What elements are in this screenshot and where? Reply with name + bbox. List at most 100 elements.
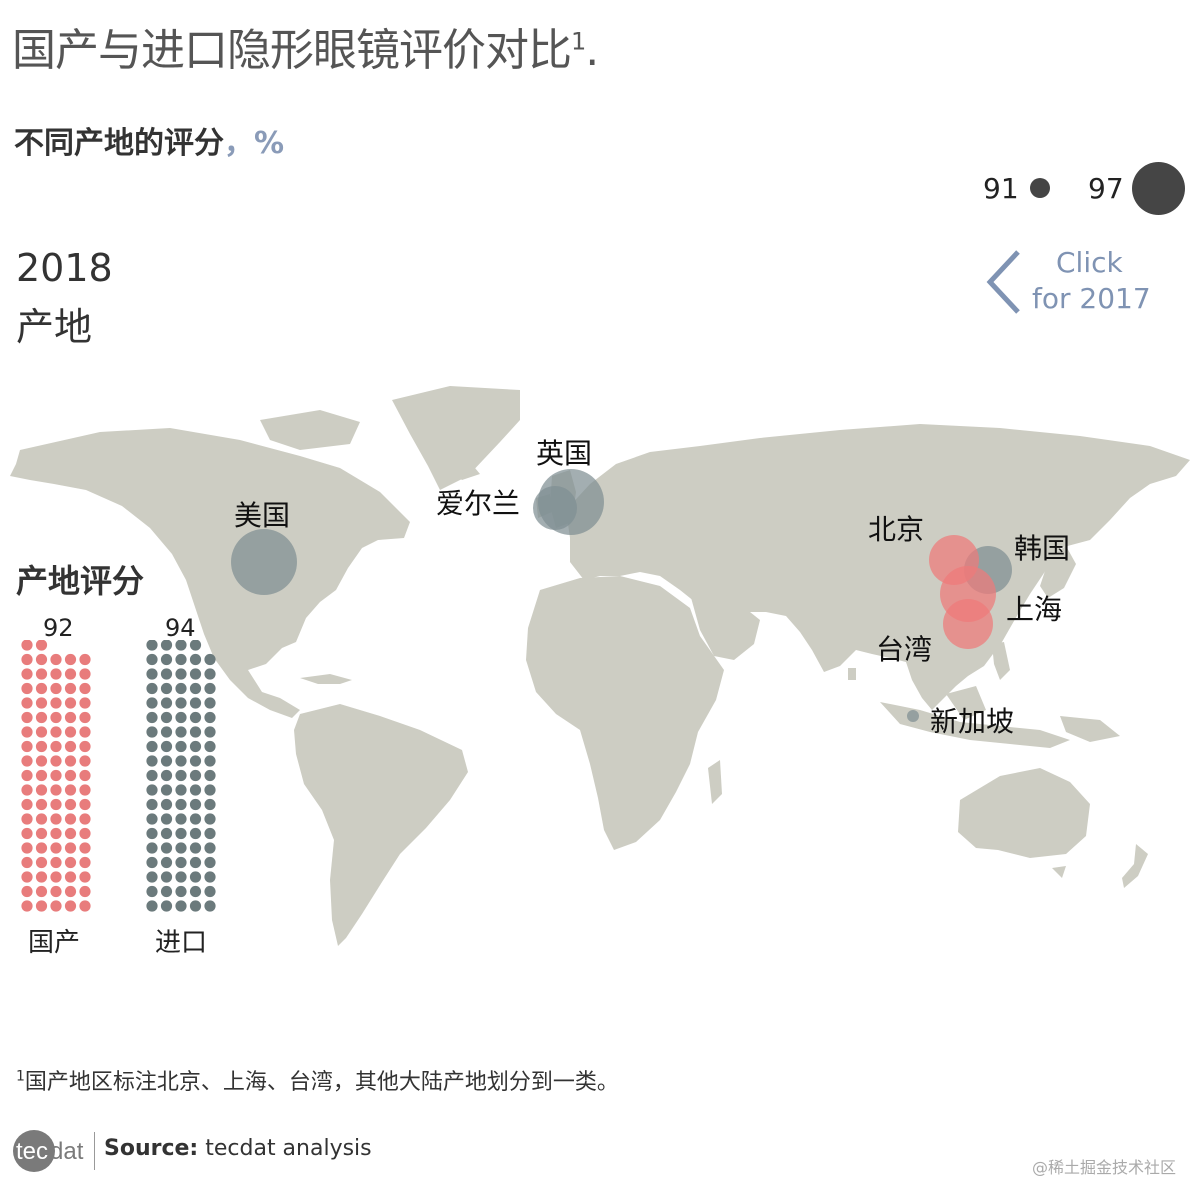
waffle-domestic-dot xyxy=(50,900,62,912)
title-end: . xyxy=(585,25,599,76)
waffle-domestic-dot xyxy=(64,871,77,883)
source-line: Source: tecdat analysis xyxy=(104,1136,372,1161)
land-new-guinea xyxy=(1060,716,1120,742)
land-australia xyxy=(958,768,1090,858)
waffle-import-dot xyxy=(189,726,202,738)
waffle-import-dot xyxy=(160,697,173,709)
previous-year-button[interactable]: Click for 2017 xyxy=(980,244,1160,324)
nav-line2: for 2017 xyxy=(1032,282,1151,315)
waffle-import-dot xyxy=(175,769,187,782)
land-shapes xyxy=(10,386,1190,946)
waffle-import-dot xyxy=(146,885,158,898)
waffle-domestic-dot xyxy=(64,755,77,767)
waffle-import-dot xyxy=(189,900,202,912)
waffle-import xyxy=(146,640,216,912)
waffle-import-dot xyxy=(175,813,187,825)
land-madagascar xyxy=(708,760,722,804)
waffle-domestic-dot xyxy=(50,842,62,854)
bubble-usa xyxy=(231,529,297,595)
waffle-import-dot xyxy=(204,740,216,753)
waffle-domestic-dot xyxy=(21,682,33,695)
waffle-domestic-dot xyxy=(21,726,33,738)
waffle-import-dot xyxy=(160,900,173,912)
waffle-import-dot xyxy=(175,827,187,840)
land-eurasia xyxy=(566,424,1190,710)
waffle-domestic-dot xyxy=(21,900,33,912)
waffle-import-dot xyxy=(189,798,202,811)
waffle-domestic-dot xyxy=(64,813,77,825)
city-label-korea: 韩国 xyxy=(1014,532,1071,565)
waffle-import-dot xyxy=(189,682,202,695)
waffle-domestic-dot xyxy=(35,885,48,898)
waffle-import-dot xyxy=(160,682,173,695)
waffle-import-dot xyxy=(189,856,202,869)
land-iceland xyxy=(446,462,480,480)
waffle-domestic-dot xyxy=(79,653,91,666)
size-legend-max-dot xyxy=(1132,162,1185,215)
land-caribbean xyxy=(300,674,352,684)
waffle-domestic-dot xyxy=(50,784,62,796)
waffle-domestic-dot xyxy=(50,798,62,811)
waffle-import-dot xyxy=(160,813,173,825)
waffle-import-dot xyxy=(146,668,158,680)
waffle-import-dot xyxy=(160,827,173,840)
waffle-domestic-dot xyxy=(50,755,62,767)
land-japan xyxy=(1040,546,1076,598)
waffle-domestic-dot xyxy=(50,711,62,724)
waffle-import-dot xyxy=(175,682,187,695)
waffle-domestic-dot xyxy=(50,682,62,695)
waffle-import-dot xyxy=(175,842,187,854)
waffle-import-dot xyxy=(204,755,216,767)
bubble-singapore xyxy=(907,710,919,722)
waffle-import-dot xyxy=(189,640,202,651)
waffle-domestic-dot xyxy=(35,697,48,709)
land-philippines xyxy=(992,642,1010,680)
waffle-import-dot xyxy=(204,668,216,680)
waffle-import-dot xyxy=(189,813,202,825)
waffle-domestic-dot xyxy=(79,711,91,724)
waffle-domestic-dot xyxy=(50,740,62,753)
waffle-domestic-dot xyxy=(64,842,77,854)
waffle-domestic-dot xyxy=(21,755,33,767)
score-title: 产地评分 xyxy=(16,562,145,600)
waffle-import-dot xyxy=(146,798,158,811)
subtitle: 不同产地的评分，% xyxy=(14,118,284,162)
waffle-domestic-dot xyxy=(79,885,91,898)
logo-right-text: dat xyxy=(50,1138,84,1165)
waffle-import-dot xyxy=(160,798,173,811)
waffle-domestic-dot xyxy=(21,798,33,811)
waffle-import-dot xyxy=(204,682,216,695)
waffle-domestic-dot xyxy=(50,856,62,869)
waffle-import-dot xyxy=(160,668,173,680)
waffle-import-dot xyxy=(146,769,158,782)
domestic-score: 92 xyxy=(43,614,74,642)
waffle-import-dot xyxy=(160,755,173,767)
waffle-import-dot xyxy=(175,900,187,912)
waffle-import-dot xyxy=(204,798,216,811)
waffle-domestic-dot xyxy=(64,900,77,912)
waffle-domestic-dot xyxy=(21,856,33,869)
waffle-import-dot xyxy=(160,856,173,869)
waffle-import-dot xyxy=(146,784,158,796)
tecdat-logo: tec dat xyxy=(13,1130,84,1172)
waffle-domestic-dot xyxy=(64,885,77,898)
waffle-domestic-dot xyxy=(64,740,77,753)
waffle-domestic-dot xyxy=(64,769,77,782)
waffle-domestic-dot xyxy=(35,668,48,680)
waffle-domestic-dot xyxy=(50,871,62,883)
source-label: Source: xyxy=(104,1136,199,1161)
waffle-domestic-dot xyxy=(64,668,77,680)
city-label-shanghai: 上海 xyxy=(1006,593,1063,626)
waffle-domestic-dot xyxy=(35,769,48,782)
waffle-domestic-dot xyxy=(21,711,33,724)
waffle-import-dot xyxy=(175,726,187,738)
waffle-import-dot xyxy=(204,769,216,782)
waffle-import-dot xyxy=(175,871,187,883)
waffle-import-dot xyxy=(160,784,173,796)
page-title: 国产与进口隐形眼镜评价对比1. xyxy=(12,14,599,78)
waffle-domestic-dot xyxy=(35,711,48,724)
waffle-domestic-dot xyxy=(21,813,33,825)
footnote-mark: 1 xyxy=(16,1068,25,1085)
waffle-import-dot xyxy=(175,653,187,666)
subtitle-unit: ，% xyxy=(224,126,285,161)
